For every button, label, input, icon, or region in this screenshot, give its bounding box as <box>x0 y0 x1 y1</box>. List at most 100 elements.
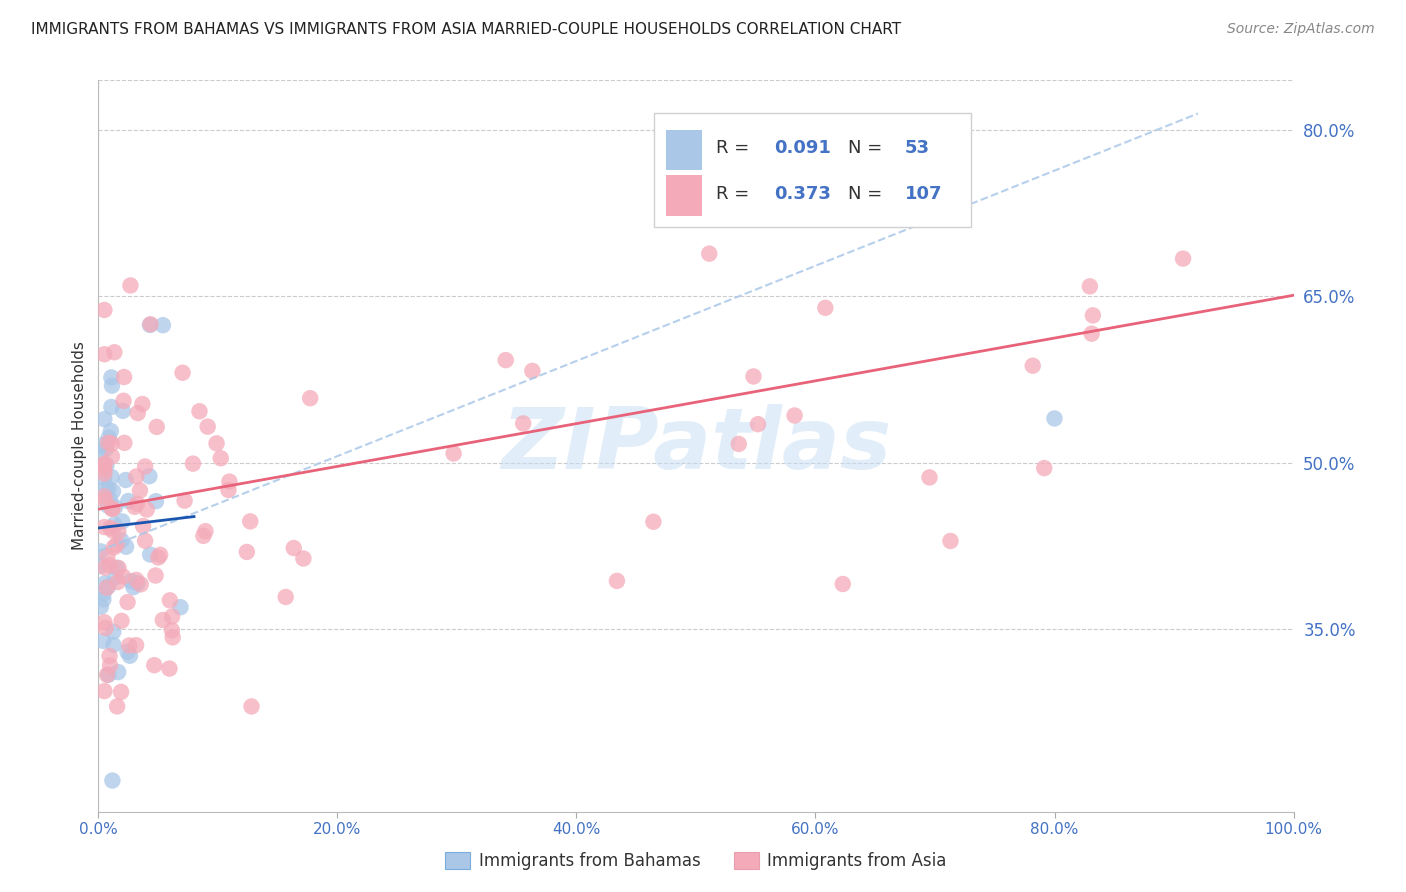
Point <box>747 417 769 432</box>
Point <box>97 482 120 496</box>
Point <box>162 631 184 645</box>
Point <box>91 633 114 648</box>
Point <box>274 590 297 604</box>
Point <box>93 586 115 600</box>
Point <box>148 550 170 565</box>
Point <box>1043 411 1066 425</box>
Point <box>93 347 115 361</box>
Point <box>236 545 259 559</box>
Point <box>783 409 806 423</box>
Point <box>160 624 183 638</box>
Point <box>127 497 149 511</box>
Point <box>117 645 139 659</box>
Point <box>101 450 124 464</box>
Point <box>134 533 156 548</box>
Point <box>104 500 127 514</box>
Point <box>131 397 153 411</box>
Point <box>118 639 141 653</box>
Point <box>94 482 117 496</box>
Point <box>98 521 121 535</box>
FancyBboxPatch shape <box>654 113 972 227</box>
Point <box>218 475 240 489</box>
Point <box>112 370 135 384</box>
Point <box>159 662 181 676</box>
Point <box>93 615 115 630</box>
Point <box>138 469 160 483</box>
Point <box>90 558 112 573</box>
Point <box>1022 359 1045 373</box>
Point <box>112 435 135 450</box>
Text: 0.091: 0.091 <box>773 139 831 157</box>
Text: 107: 107 <box>905 185 942 202</box>
Point <box>93 684 115 698</box>
Text: N =: N = <box>848 185 887 202</box>
Point <box>93 592 115 607</box>
Point <box>104 570 127 584</box>
Point <box>145 494 167 508</box>
Point <box>107 575 129 590</box>
Point <box>110 685 132 699</box>
Text: 53: 53 <box>905 139 931 157</box>
Point <box>101 524 124 538</box>
Point <box>124 500 146 514</box>
Point <box>103 638 125 652</box>
Point <box>93 467 115 481</box>
Point <box>129 577 152 591</box>
Point <box>443 446 465 460</box>
Bar <box>666 130 702 170</box>
Point <box>209 451 232 466</box>
Point <box>194 524 217 538</box>
Point <box>98 658 121 673</box>
Point <box>299 391 322 405</box>
Point <box>118 648 141 663</box>
Point <box>1080 326 1102 341</box>
Point <box>135 502 157 516</box>
Point <box>117 595 139 609</box>
Point <box>93 520 115 534</box>
Point <box>93 303 115 318</box>
Point <box>97 499 120 513</box>
Point <box>139 318 162 332</box>
Point <box>125 638 148 652</box>
Point <box>103 541 125 555</box>
Legend: Immigrants from Bahamas, Immigrants from Asia: Immigrants from Bahamas, Immigrants from… <box>439 845 953 877</box>
Point <box>115 540 138 554</box>
Text: N =: N = <box>848 139 887 157</box>
Text: R =: R = <box>716 185 755 202</box>
Point <box>90 462 112 476</box>
Point <box>122 580 145 594</box>
Point <box>93 412 115 426</box>
Point <box>100 400 122 414</box>
Point <box>120 574 142 588</box>
Point <box>90 449 112 463</box>
Point <box>742 369 765 384</box>
Point <box>93 462 115 476</box>
Point <box>94 560 117 574</box>
Point <box>831 577 853 591</box>
Point <box>111 404 134 418</box>
Point <box>105 560 128 574</box>
Point <box>107 524 129 539</box>
Point <box>98 492 121 507</box>
Point <box>205 436 228 450</box>
Text: IMMIGRANTS FROM BAHAMAS VS IMMIGRANTS FROM ASIA MARRIED-COUPLE HOUSEHOLDS CORREL: IMMIGRANTS FROM BAHAMAS VS IMMIGRANTS FR… <box>31 22 901 37</box>
Point <box>90 544 112 558</box>
Point <box>1033 461 1056 475</box>
Point <box>283 541 305 555</box>
Point <box>100 370 122 384</box>
Point <box>292 551 315 566</box>
Point <box>94 442 117 457</box>
Point <box>814 301 837 315</box>
Point <box>145 568 167 582</box>
Point <box>145 420 167 434</box>
Point <box>93 489 115 503</box>
Point <box>193 529 215 543</box>
Point <box>97 431 120 445</box>
Point <box>188 404 211 418</box>
Point <box>93 457 115 471</box>
Point <box>1081 309 1104 323</box>
Point <box>97 435 120 450</box>
Point <box>100 436 122 450</box>
Point <box>172 366 194 380</box>
Point <box>111 515 134 529</box>
